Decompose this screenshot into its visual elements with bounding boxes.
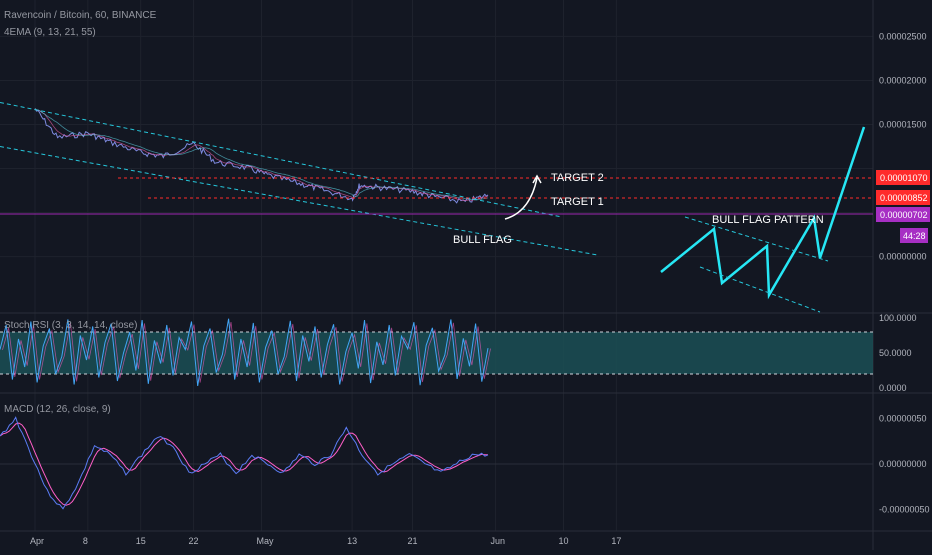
- macd-tick-label: -0.00000050: [879, 505, 930, 515]
- bull-flag-pattern-label: BULL FLAG PATTERN: [712, 214, 824, 226]
- x-tick-label: Jun: [491, 536, 506, 546]
- symbol-title[interactable]: Ravencoin / Bitcoin, 60, BINANCE: [4, 10, 157, 21]
- x-tick-label: 17: [611, 536, 621, 546]
- ema-line: [34, 108, 489, 201]
- x-tick-label: 8: [83, 536, 88, 546]
- target2-label: TARGET 2: [551, 172, 604, 184]
- target1-price-tag: [876, 190, 930, 205]
- bull-flag-pattern-zigzag: [660, 126, 866, 300]
- current-price-tag-text: 0.00000702: [880, 210, 928, 220]
- price-pane[interactable]: [0, 101, 873, 313]
- target1-label: TARGET 1: [551, 196, 604, 208]
- stoch-pane[interactable]: [0, 318, 873, 386]
- axes: Apr 8 15 22 May 13 21 Jun 10 17 0.00002500 0.000020…: [30, 31, 930, 546]
- macd-tick-label: 0.00000050: [879, 413, 927, 423]
- stoch-tick-label: 50.0000: [879, 348, 912, 358]
- target-arrow: [504, 177, 538, 220]
- bull-flag-label: BULL FLAG: [453, 234, 512, 246]
- x-tick-label: Apr: [30, 536, 44, 546]
- x-tick-label: 10: [559, 536, 569, 546]
- indicator-title[interactable]: 4EMA (9, 13, 21, 55): [4, 27, 96, 38]
- stoch-d-line: [2, 322, 491, 383]
- stoch-title[interactable]: Stoch RSI (3, 3, 14, 14, close): [4, 320, 138, 331]
- x-tick-label: 21: [408, 536, 418, 546]
- price-tick-label: 0.00000000: [879, 252, 927, 262]
- countdown-tag: [900, 228, 928, 243]
- pattern-channel-lower: [699, 266, 821, 313]
- macd-title[interactable]: MACD (12, 26, close, 9): [4, 404, 111, 415]
- macd-pane[interactable]: [0, 416, 873, 510]
- countdown-tag-text: 44:28: [903, 231, 926, 241]
- x-tick-label: 22: [189, 536, 199, 546]
- channel-lower-line: [0, 146, 597, 256]
- stoch-tick-label: 100.0000: [879, 313, 917, 323]
- target2-price-tag: [876, 170, 930, 185]
- pattern-channel-upper: [684, 216, 829, 262]
- price-tick-label: 0.00002500: [879, 31, 927, 41]
- price-tags: 0.00001070 0.00000852 0.00000702 44:28: [876, 170, 930, 243]
- macd-signal-line: [0, 422, 488, 506]
- current-price-tag: [876, 207, 930, 222]
- grid: [0, 0, 873, 531]
- ema-line: [34, 108, 489, 201]
- target1-price-tag-text: 0.00000852: [880, 193, 928, 203]
- stoch-k-line: [0, 318, 489, 386]
- target-arrow-head-icon: [532, 174, 542, 184]
- annotations: TARGET 2 TARGET 1 BULL FLAG BULL FLAG PA…: [453, 172, 824, 246]
- price-tick-label: 0.00001500: [879, 119, 927, 129]
- macd-tick-label: 0.00000000: [879, 459, 927, 469]
- x-tick-label: 13: [347, 536, 357, 546]
- stoch-tick-label: 0.0000: [879, 383, 907, 393]
- x-tick-label: 15: [136, 536, 146, 546]
- target2-price-tag-text: 0.00001070: [880, 173, 928, 183]
- x-tick-label: May: [257, 536, 275, 546]
- price-tick-label: 0.00002000: [879, 75, 927, 85]
- macd-line: [0, 416, 489, 510]
